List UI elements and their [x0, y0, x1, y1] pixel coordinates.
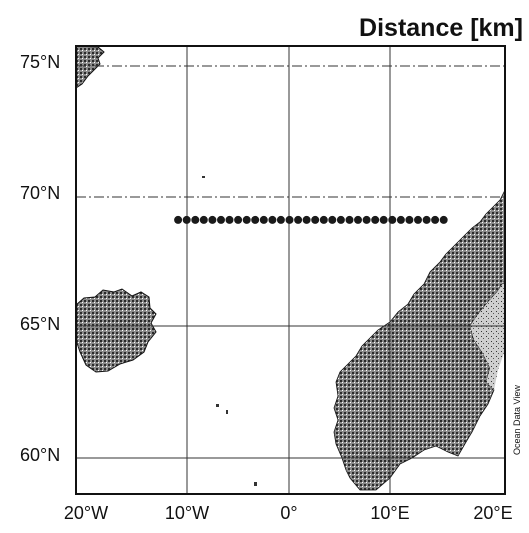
station-dot — [199, 215, 208, 224]
station-dot — [182, 215, 191, 224]
station-dot — [268, 215, 277, 224]
station-dot — [354, 215, 362, 224]
station-dot — [362, 215, 371, 224]
station-dot — [319, 215, 328, 224]
station-dot — [439, 215, 448, 224]
station-dot — [234, 215, 243, 224]
norway-inner-landmass — [470, 280, 505, 390]
station-dot — [371, 215, 380, 224]
station-dot — [396, 215, 405, 224]
map-title: Distance [km] — [359, 14, 523, 42]
station-dot — [225, 215, 234, 224]
station-dot — [328, 215, 337, 224]
map-frame — [75, 45, 506, 495]
lon-label-0: 0° — [280, 503, 298, 523]
small-islands — [202, 176, 257, 486]
station-dot — [422, 215, 431, 224]
lon-label-10e: 10°E — [370, 503, 410, 523]
station-dot — [259, 215, 268, 224]
station-line — [174, 215, 448, 224]
station-dot — [431, 215, 440, 224]
station-dot — [388, 215, 397, 224]
graticule — [76, 46, 505, 494]
station-dot — [242, 215, 251, 224]
lat-label-65n: 65°N — [20, 314, 61, 334]
lon-label-10w: 10°W — [164, 503, 210, 523]
station-dot — [302, 215, 311, 224]
greenland-landmass — [75, 45, 105, 89]
station-dot — [251, 215, 260, 224]
lat-label-60n: 60°N — [20, 445, 61, 465]
lon-label-20e: 20°E — [473, 503, 513, 523]
lat-label-75n: 75°N — [20, 52, 61, 72]
station-dot — [414, 215, 422, 224]
station-dot — [294, 215, 303, 224]
station-dot — [276, 215, 285, 224]
iceland-landmass — [75, 288, 157, 373]
station-dot — [405, 215, 414, 224]
station-dot — [285, 215, 294, 224]
station-dot — [345, 215, 354, 224]
lon-label-20w: 20°W — [63, 503, 109, 523]
lat-label-70n: 70°N — [20, 183, 61, 203]
station-dot — [208, 215, 217, 224]
station-dot — [336, 215, 345, 224]
station-dot — [217, 215, 225, 224]
station-dot — [379, 215, 388, 224]
station-dot — [311, 215, 320, 224]
station-dot — [174, 215, 183, 224]
station-dot — [191, 215, 200, 224]
